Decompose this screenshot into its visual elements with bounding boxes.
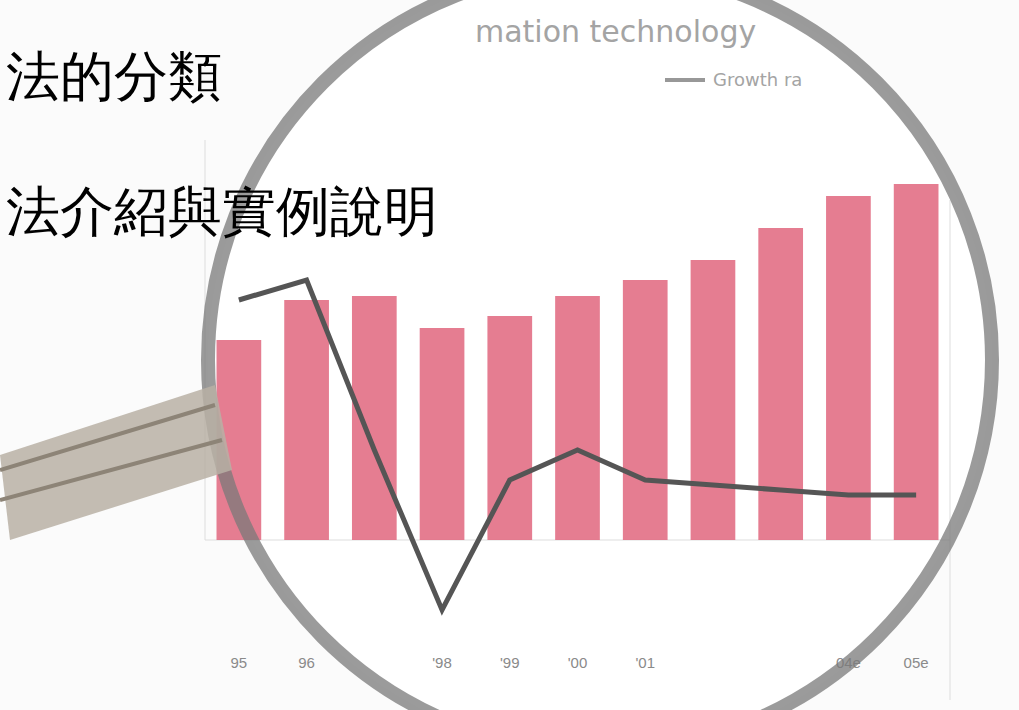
plot-area bbox=[217, 184, 939, 610]
bar bbox=[284, 300, 329, 540]
growth-line bbox=[239, 280, 916, 610]
bar bbox=[894, 184, 939, 540]
legend-label: Growth ra bbox=[713, 69, 802, 90]
heading: 法介紹與實例說明 bbox=[6, 180, 438, 243]
x-tick-label: 05e bbox=[904, 654, 929, 671]
bar bbox=[826, 196, 871, 540]
x-tick-label: '00 bbox=[568, 654, 588, 671]
heading: 法的分類 bbox=[6, 45, 222, 108]
y2-axis-line bbox=[950, 200, 951, 700]
chart-title: mation technology bbox=[475, 14, 756, 49]
bar bbox=[623, 280, 668, 540]
x-tick-label: '01 bbox=[635, 654, 655, 671]
lens bbox=[208, 0, 992, 710]
slide: 9596'98'99'00'0104e05emation technologyG… bbox=[0, 0, 1019, 710]
handle bbox=[0, 385, 232, 540]
bar bbox=[555, 296, 600, 540]
bar bbox=[691, 260, 736, 540]
bar bbox=[420, 328, 465, 540]
legend-swatch bbox=[665, 78, 705, 82]
handle-detail bbox=[0, 405, 222, 500]
x-tick-label: 96 bbox=[298, 654, 315, 671]
lens-rim bbox=[208, 0, 992, 710]
x-tick-label: '99 bbox=[500, 654, 520, 671]
bar bbox=[352, 296, 397, 540]
x-tick-label: 95 bbox=[231, 654, 248, 671]
x-tick-label: '98 bbox=[432, 654, 452, 671]
